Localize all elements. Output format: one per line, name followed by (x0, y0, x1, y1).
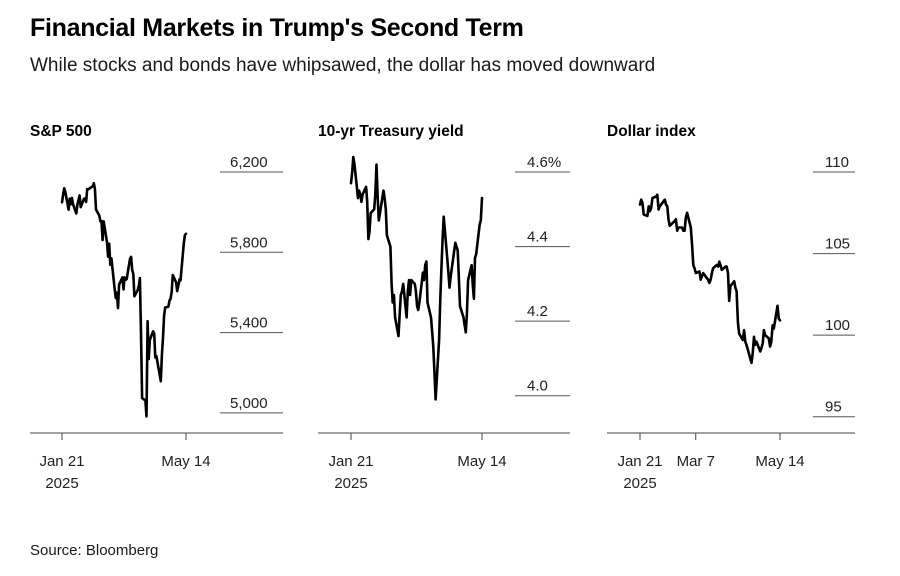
y-tick-label: 4.0 (527, 378, 548, 395)
y-tick-label: 4.6% (527, 154, 561, 171)
y-tick-label: 95 (825, 399, 842, 416)
y-tick-label: 105 (825, 236, 850, 253)
y-tick-label: 4.4 (527, 229, 548, 246)
x-tick-label: Jan 21 (39, 453, 84, 470)
x-tick-sublabel: 2025 (45, 475, 78, 492)
x-tick-sublabel: 2025 (623, 475, 656, 492)
series-line (638, 193, 782, 365)
panel-title: S&P 500 (30, 123, 92, 140)
source-note: Source: Bloomberg (30, 542, 159, 559)
figure-subtitle: While stocks and bonds have whipsawed, t… (30, 55, 656, 76)
figure-title: Financial Markets in Trump's Second Term (30, 14, 524, 42)
panel-title: 10-yr Treasury yield (318, 123, 464, 140)
x-tick-sublabel: 2025 (334, 475, 367, 492)
chart-panel-3: Dollar index 110 105 100 95 Jan 21 2025 Mar 7 Ma… (607, 123, 855, 492)
y-tick-label: 4.2 (527, 303, 548, 320)
y-tick-label: 5,800 (230, 234, 268, 251)
y-tick-label: 5,400 (230, 315, 268, 332)
x-tick-label: Mar 7 (677, 453, 715, 470)
series-line (349, 155, 484, 401)
panel-title: Dollar index (607, 123, 696, 140)
series-line (60, 181, 188, 418)
x-tick-label: May 14 (161, 453, 210, 470)
y-tick-label: 6,200 (230, 154, 268, 171)
chart-panel-2: 10-yr Treasury yield 4.6% 4.4 4.2 4.0 Jan 21 2… (318, 123, 570, 492)
chart-panel-1: S&P 500 6,200 5,800 5,400 5,000 Jan 21 2025 May… (30, 123, 283, 492)
y-tick-label: 110 (825, 154, 849, 171)
x-tick-label: May 14 (457, 453, 506, 470)
x-tick-label: May 14 (755, 453, 804, 470)
x-tick-label: Jan 21 (328, 453, 373, 470)
x-tick-label: Jan 21 (617, 453, 662, 470)
y-tick-label: 5,000 (230, 395, 268, 412)
y-tick-label: 100 (825, 317, 850, 334)
